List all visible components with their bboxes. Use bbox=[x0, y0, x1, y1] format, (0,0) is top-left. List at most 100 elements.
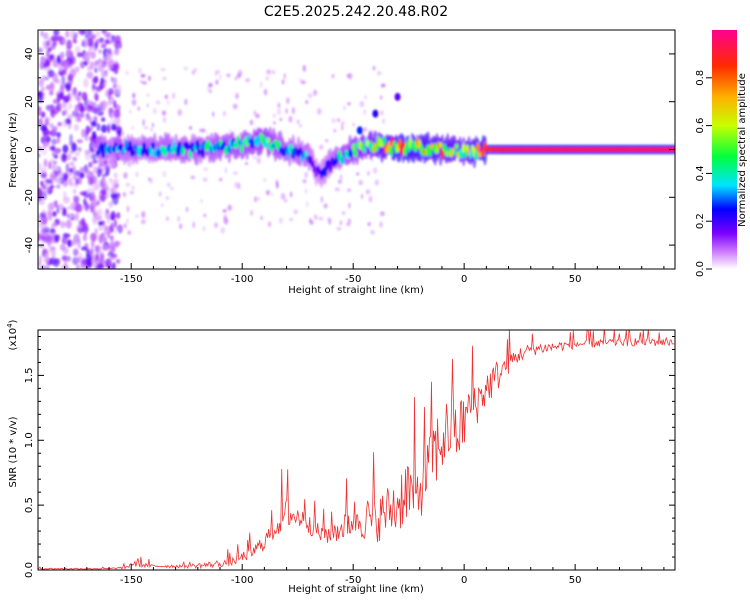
spectrogram-ridge-cell bbox=[119, 143, 123, 151]
spectrogram-scatter-cell bbox=[367, 171, 370, 176]
spectrogram-noise-cell bbox=[38, 117, 43, 127]
spectrogram-scatter-cell bbox=[341, 211, 346, 215]
spectrogram-scatter-cell bbox=[142, 119, 145, 126]
spectrogram-scatter-cell bbox=[298, 123, 303, 128]
spectrogram-noise-cell bbox=[115, 258, 121, 264]
spectrogram-scatter-cell bbox=[377, 71, 382, 76]
colorbar: 0.0 0.2 0.4 0.6 0.8 Normalized spectral ampl… bbox=[695, 30, 748, 277]
spectrogram-noise-cell bbox=[107, 251, 114, 258]
spectrogram-noise-cell bbox=[41, 167, 48, 174]
spectrogram-noise-cell bbox=[89, 61, 95, 69]
spectrogram-noise-cell bbox=[96, 208, 103, 217]
spectrogram-noise-cell bbox=[38, 243, 45, 248]
spectrogram-ridge-cell bbox=[353, 149, 358, 158]
spectrogram-ridge-cell bbox=[392, 141, 397, 147]
spectrogram-scatter-cell bbox=[260, 81, 263, 88]
spectrogram-scatter-cell bbox=[301, 80, 306, 85]
spectrogram-scatter-cell bbox=[134, 214, 139, 219]
spectrogram-scatter-cell bbox=[125, 70, 129, 75]
spectrogram-scatter-cell bbox=[305, 99, 309, 105]
spectrogram-noise-cell bbox=[54, 147, 62, 154]
spectrogram-noise-cell bbox=[98, 220, 103, 226]
spectrogram-scatter-cell bbox=[293, 209, 298, 215]
spectrogram-scatter-cell bbox=[347, 188, 352, 192]
spectrogram-y-ticks: -40 -20 0 20 40 bbox=[24, 29, 675, 270]
spectrogram-scatter-cell bbox=[223, 214, 228, 222]
spectrogram-scatter-cell bbox=[208, 82, 213, 88]
spectrogram-noise-cell bbox=[91, 82, 96, 92]
spectrogram-scatter-cell bbox=[132, 92, 136, 99]
spectrogram-noise-cell bbox=[91, 239, 95, 249]
spectrogram-noise-cell bbox=[74, 170, 81, 177]
spectrogram-noise-cell bbox=[102, 177, 106, 184]
spectrogram-scatter-cell bbox=[266, 69, 272, 75]
spectrogram-noise-cell bbox=[47, 178, 54, 185]
spectrogram-noise-cell bbox=[79, 111, 85, 119]
spectrogram-noise-cell bbox=[95, 215, 103, 221]
spectrogram-ridge-cell bbox=[465, 144, 470, 153]
spectrogram-noise-cell bbox=[77, 30, 85, 35]
spectrogram-scatter-cell bbox=[362, 127, 368, 132]
snr-y-multiplier-exponent: 4 bbox=[6, 323, 14, 328]
spectrogram-scatter-cell bbox=[224, 167, 228, 174]
spectrogram-ridge-cell bbox=[200, 147, 205, 158]
spectrogram-scatter-cell bbox=[199, 128, 202, 133]
spectrogram-noise-cell bbox=[67, 92, 71, 101]
spectrogram-scatter-cell bbox=[216, 69, 220, 75]
spectrogram-noise-cell bbox=[62, 144, 69, 154]
spectrogram-noise-cell bbox=[84, 30, 92, 38]
spectrogram-ridge-cell bbox=[199, 142, 203, 150]
spectrogram-noise-cell bbox=[113, 240, 120, 247]
spectrogram-x-tick-label: -150 bbox=[120, 274, 143, 285]
spectrogram-scatter-cell bbox=[323, 203, 328, 209]
spectrogram-noise-cell bbox=[53, 234, 60, 243]
spectrogram-scatter-cell bbox=[227, 204, 232, 211]
spectrogram-scatter-cell bbox=[318, 216, 324, 221]
spectrogram-scatter-cell bbox=[360, 193, 364, 200]
spectrogram-scatter-cell bbox=[313, 214, 318, 220]
spectrogram-scatter-cell bbox=[135, 172, 139, 177]
spectrogram-noise-cell bbox=[48, 54, 54, 60]
spectrogram-scatter-cell bbox=[161, 110, 167, 116]
spectrogram-scatter-cell bbox=[380, 83, 386, 88]
spectrogram-noise-cell bbox=[94, 93, 99, 102]
spectrogram-scatter-cell bbox=[331, 118, 336, 124]
spectrogram-noise-cell bbox=[65, 117, 72, 125]
spectrogram-noise-cell bbox=[75, 104, 81, 111]
spectrogram-scatter-cell bbox=[379, 211, 385, 217]
spectrogram-noise-cell bbox=[104, 258, 112, 268]
spectrogram-noise-cell bbox=[60, 101, 66, 109]
spectrogram-scatter-cell bbox=[233, 171, 238, 175]
spectrogram-noise-cell bbox=[94, 228, 98, 234]
spectrogram-noise-cell bbox=[69, 133, 73, 144]
colorbar-ticks: 0.0 0.2 0.4 0.6 0.8 bbox=[695, 70, 712, 277]
svg-text:(x104): (x104) bbox=[6, 319, 19, 350]
spectrogram-noise-cell bbox=[66, 39, 73, 50]
snr-y-multiplier-base: (x10 bbox=[8, 328, 19, 351]
spectrogram-noise-cell bbox=[38, 200, 45, 206]
spectrogram-scatter-cell bbox=[296, 119, 300, 124]
snr-series-line bbox=[38, 330, 675, 570]
spectrogram-noise-cell bbox=[40, 215, 48, 225]
spectrogram-scatter-cell bbox=[219, 177, 223, 182]
snr-x-tick-label: 0 bbox=[461, 575, 467, 586]
spectrogram-scatter-cell bbox=[320, 196, 324, 203]
spectrogram-y-tick-label: -20 bbox=[24, 189, 35, 205]
spectrogram-noise-cell bbox=[96, 123, 101, 131]
spectrogram-noise-cell bbox=[72, 39, 78, 44]
snr-frame bbox=[37, 329, 676, 571]
spectrogram-scatter-cell bbox=[126, 205, 130, 213]
spectrogram-scatter-cell bbox=[339, 220, 343, 226]
spectrogram-noise-cell bbox=[75, 195, 80, 204]
spectrogram-scatter-cell bbox=[153, 107, 157, 115]
spectrogram-scatter-cell bbox=[146, 103, 149, 108]
spectrogram-scatter-cell bbox=[202, 177, 208, 183]
spectrogram-noise-cell bbox=[86, 71, 94, 79]
spectrogram-scatter-cell bbox=[249, 119, 254, 126]
spectrogram-noise-cell bbox=[61, 110, 67, 116]
spectrogram-noise-cell bbox=[49, 174, 56, 180]
spectrogram-scatter-cell bbox=[291, 107, 295, 115]
spectrogram-noise-cell bbox=[55, 218, 59, 226]
spectrogram-noise-cell bbox=[73, 124, 80, 132]
spectrogram-scatter-cell bbox=[316, 108, 322, 115]
